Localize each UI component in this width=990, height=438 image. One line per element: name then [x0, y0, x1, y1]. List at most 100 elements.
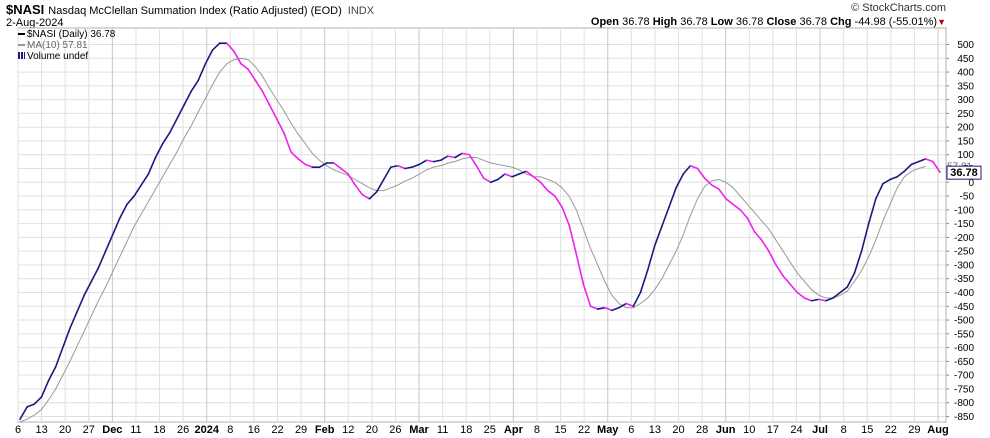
main-series-segment [910, 160, 920, 166]
main-series-segment [119, 203, 128, 219]
x-tick-label: 13 [649, 424, 661, 436]
x-tick-label: 20 [672, 424, 684, 436]
main-series-segment [197, 63, 207, 82]
x-tick-label: 28 [696, 424, 708, 436]
main-series-segment [589, 305, 599, 310]
main-series-segment [368, 191, 378, 200]
y-tick-label: 200 [957, 123, 974, 134]
legend-volume: Volume undef [18, 51, 88, 62]
main-series-segment [418, 159, 428, 166]
main-series-segment [233, 50, 242, 65]
main-series-segment [753, 231, 763, 241]
main-series-segment [611, 306, 620, 312]
x-tick-label: 16 [248, 424, 260, 436]
legend-main-swatch [18, 33, 25, 36]
main-series-segment [860, 222, 870, 252]
main-series-segment [390, 164, 399, 168]
x-tick-label: 18 [460, 424, 472, 436]
y-tick-label: -550 [954, 329, 974, 340]
copyright-label[interactable]: © StockCharts.com [851, 2, 946, 14]
legend-volume-text: Volume undef [27, 51, 89, 62]
main-series-segment [432, 159, 442, 163]
main-series-segment [789, 283, 799, 294]
main-series-segment [924, 158, 934, 163]
plot-frame [17, 27, 947, 423]
exchange-label: INDX [347, 5, 375, 17]
index-name: Nasdaq McClellan Summation Index (Ratio … [48, 5, 342, 17]
main-series-segment [161, 131, 171, 145]
x-tick-label: Mar [409, 424, 429, 436]
main-series-segment [261, 90, 271, 106]
y-tick-label: 300 [957, 95, 974, 106]
main-series-segment [290, 151, 299, 160]
ma-series-line [19, 57, 926, 423]
open-label: Open [590, 16, 620, 28]
legend-ma-text: MA(10) 57.81 [27, 40, 88, 51]
y-tick-label: 250 [957, 109, 974, 120]
x-tick-label: 20 [366, 424, 378, 436]
main-series-segment [511, 173, 521, 178]
main-series-segment [889, 175, 899, 181]
main-series-segment [746, 217, 756, 233]
main-series-segment [240, 63, 250, 71]
main-series-segment [846, 272, 856, 288]
x-tick-label: 8 [227, 424, 233, 436]
main-series-segment [318, 162, 328, 168]
main-series-segment [268, 104, 278, 120]
main-series-segment [760, 239, 770, 252]
y-tick-label: 500 [957, 40, 974, 51]
x-tick-label: 6 [628, 424, 634, 436]
main-series-segment [489, 178, 499, 184]
main-series-segment [932, 160, 941, 173]
y-tick-label: -700 [954, 371, 974, 382]
main-series-segment [332, 162, 342, 170]
main-series-segment [19, 406, 28, 421]
x-tick-label: Dec [102, 424, 122, 436]
main-series-segment [140, 173, 150, 186]
main-series-segment [689, 164, 699, 170]
main-series-segment [247, 68, 257, 82]
y-tick-label: -500 [954, 316, 974, 327]
main-series-segment [682, 164, 692, 175]
y-tick-label: -150 [954, 219, 974, 230]
main-series-segment [917, 158, 927, 163]
main-series-segment [361, 193, 371, 200]
main-series-segment [104, 233, 114, 252]
x-tick-label: 20 [59, 424, 71, 436]
x-tick-label: 26 [177, 424, 189, 436]
main-series-segment [896, 170, 906, 178]
main-series-segment [154, 142, 164, 159]
main-series-segment [461, 152, 471, 156]
main-series-segment [183, 90, 192, 106]
main-series-segment [347, 173, 356, 186]
main-series-segment [646, 244, 656, 272]
main-series-segment [447, 155, 456, 159]
main-series-segment [69, 310, 78, 330]
x-tick-label: 29 [908, 424, 920, 436]
legend-ma: MA(10) 57.81 [18, 40, 88, 51]
x-tick-label: 10 [743, 424, 755, 436]
main-series-segment [796, 291, 806, 299]
x-tick-label: 15 [554, 424, 566, 436]
main-series-segment [425, 159, 435, 163]
y-tick-label: -850 [954, 412, 974, 423]
main-series-segment [696, 167, 706, 179]
main-series-segment [739, 209, 749, 219]
y-tick-label: -750 [954, 384, 974, 395]
main-series-segment [867, 198, 877, 225]
main-series-segment [554, 195, 563, 208]
main-series-segment [882, 178, 891, 185]
x-tick-label: 8 [841, 424, 847, 436]
main-series-segment [618, 302, 628, 309]
main-series-segment [40, 379, 50, 399]
main-series-segment [782, 275, 792, 286]
y-tick-label: -600 [954, 343, 974, 354]
main-series-segment [126, 195, 135, 206]
main-series-segment [204, 49, 214, 65]
main-series-segment [839, 286, 849, 294]
main-series-segment [803, 297, 813, 302]
main-series-segment [703, 177, 713, 186]
main-series-segment [147, 156, 157, 175]
y-tick-label: -300 [954, 260, 974, 271]
